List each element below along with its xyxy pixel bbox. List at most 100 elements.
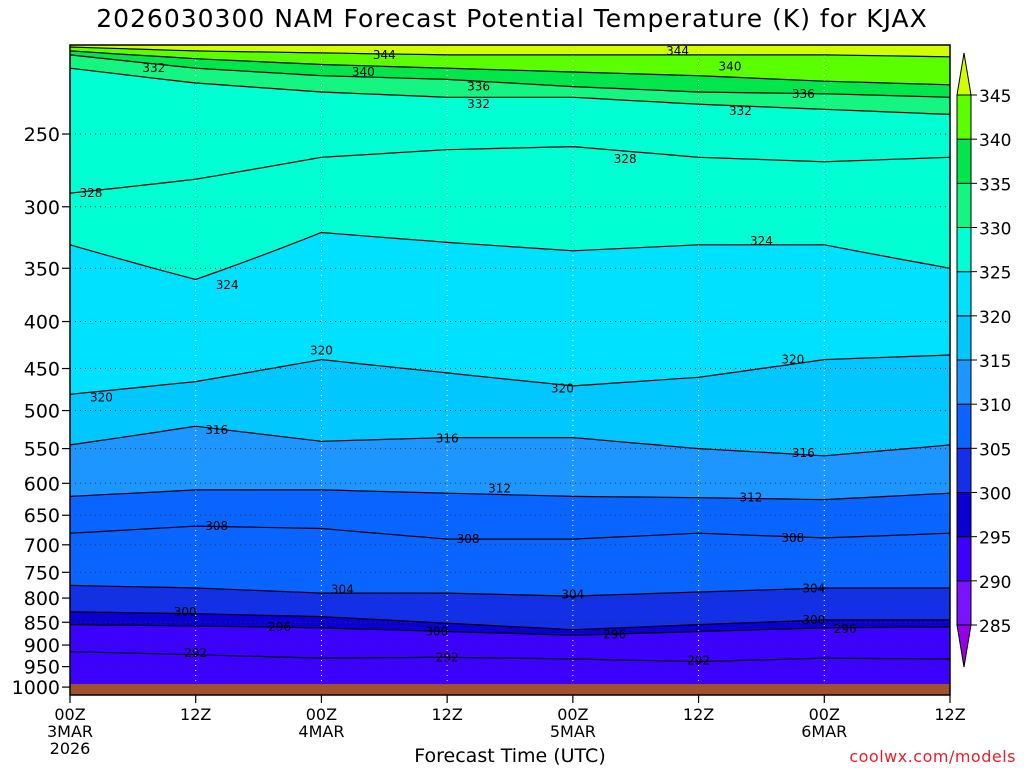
colorbar-segment-305 [956,403,972,449]
x-tick-label-12: 12Z [180,705,211,724]
contour-label-328-1: 328 [614,152,637,166]
contour-label-328-0: 328 [79,186,102,200]
colorbar-segment-310 [956,359,972,405]
colorbar-label-345: 345 [979,87,1011,107]
colorbar-segment-335 [956,138,972,184]
contour-label-312-0: 312 [488,482,511,496]
colorbar-segment-320 [956,271,972,317]
y-tick-label-500: 500 [24,401,60,423]
contour-label-304-0: 304 [331,583,354,597]
y-tick-label-450: 450 [24,359,60,381]
contour-label-292-2: 292 [687,654,710,668]
band-312 [70,426,950,500]
band-296 [70,611,950,636]
x-tick-label-48: 00Z [557,705,588,724]
contour-label-320-0: 320 [90,391,113,405]
ground-strip [70,684,950,695]
contour-label-336-0: 336 [467,80,490,94]
x-tick-label-0: 00Z [54,705,85,724]
y-tick-label-800: 800 [24,588,60,610]
band-332 [70,54,950,115]
contour-316 [70,425,950,457]
x-axis-label: Forecast Time (UTC) [414,745,606,767]
colorbar-label-330: 330 [979,220,1011,240]
contour-292 [70,651,950,663]
contour-labels: 292 292 292 296 296 296 300 300 300 304 304 304 308 3… [79,44,856,668]
band-320 [70,232,950,395]
contour-344 [70,46,950,58]
contour-label-296-1: 296 [603,627,626,641]
colorbar-label-335: 335 [979,175,1011,195]
band-344 [70,45,950,57]
band-292 [70,624,950,662]
contour-label-304-1: 304 [561,588,584,602]
contour-label-316-2: 316 [792,446,815,460]
colorbar-label-295: 295 [979,529,1011,549]
contour-label-336-1: 336 [792,87,815,101]
colorbar-arrow-bottom [956,624,972,668]
chart-title: 2026030300 NAM Forecast Potential Temper… [96,4,928,33]
x-tick-label-36: 12Z [431,705,462,724]
contour-320 [70,354,950,395]
band-308 [70,489,950,540]
contour-label-316-0: 316 [205,423,228,437]
contour-label-320-2: 320 [551,381,574,395]
contour-label-296-2: 296 [834,622,857,636]
y-tick-label-300: 300 [24,197,60,219]
colorbar-segment-340 [956,94,972,140]
contour-label-340-0: 340 [352,65,375,79]
colorbar-label-320: 320 [979,308,1011,328]
contour-label-324-1: 324 [750,234,773,248]
contour-label-292-1: 292 [436,650,459,664]
colorbar-label-340: 340 [979,131,1011,151]
contour-312 [70,489,950,501]
x-tick-sublabel-0: 3MAR [47,722,93,741]
colorbar-arrow-top [956,52,972,96]
contour-label-320-3: 320 [781,353,804,367]
contour-label-300-2: 300 [802,613,825,627]
contour-332 [70,67,950,115]
y-tick-label-700: 700 [24,535,60,557]
x-tick-sublabel2-0: 2026 [50,739,91,758]
contour-label-344-1: 344 [666,44,689,58]
band-324 [70,146,950,280]
colorbar-segment-300 [956,447,972,494]
colorbar-label-305: 305 [979,440,1011,460]
colorbar-label-310: 310 [979,396,1011,416]
contour-label-316-1: 316 [436,431,459,445]
y-tick-label-250: 250 [24,124,60,146]
band-316 [70,355,950,456]
band-300 [70,585,950,630]
contour-label-344-0: 344 [373,48,396,62]
band-340 [70,46,950,85]
colorbar-segment-290 [956,536,972,582]
contour-label-292-0: 292 [184,646,207,660]
x-tick-label-72: 00Z [809,705,840,724]
colorbar-label-315: 315 [979,352,1011,372]
credit-link[interactable]: coolwx.com/models [849,747,1016,766]
colorbar-label-300: 300 [979,485,1011,505]
contour-label-340-1: 340 [719,59,742,73]
y-tick-label-650: 650 [24,505,60,527]
x-tick-sublabel-24: 4MAR [298,722,344,741]
band-304 [70,526,950,597]
contour-296 [70,624,950,636]
contour-340 [70,50,950,86]
contour-label-300-0: 300 [174,605,197,619]
y-tick-label-600: 600 [24,473,60,495]
colorbar-segment-285 [956,580,972,626]
colorbar-segment-330 [956,182,972,228]
contour-336 [70,54,950,98]
y-tick-label-850: 850 [24,612,60,634]
y-tick-label-950: 950 [24,657,60,679]
contour-lines [70,46,950,663]
plot-frame [69,44,951,696]
x-tick-sublabel-48: 5MAR [550,722,596,741]
colorbar-segment-295 [956,492,972,538]
contour-324 [70,231,950,281]
x-tick-label-84: 12Z [934,705,965,724]
color-bands [70,45,950,695]
contour-label-308-2: 308 [781,531,804,545]
